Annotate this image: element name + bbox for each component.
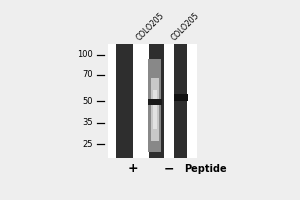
Text: 25: 25 <box>83 140 93 149</box>
Text: +: + <box>128 162 138 175</box>
Text: −: − <box>164 162 174 175</box>
Bar <box>144 44 149 158</box>
Bar <box>148 59 161 152</box>
Bar <box>108 44 197 158</box>
Bar <box>173 94 188 101</box>
Bar <box>116 44 134 158</box>
Text: 100: 100 <box>77 50 93 59</box>
Text: COLO205: COLO205 <box>135 11 166 42</box>
Bar <box>151 78 159 141</box>
Text: 35: 35 <box>83 118 93 127</box>
Bar <box>148 99 162 105</box>
Text: Peptide: Peptide <box>184 164 226 174</box>
Bar <box>174 44 187 158</box>
Bar <box>153 90 157 129</box>
Text: COLO205: COLO205 <box>170 11 202 42</box>
Text: 70: 70 <box>83 70 93 79</box>
Text: 50: 50 <box>83 97 93 106</box>
Bar <box>146 44 164 158</box>
